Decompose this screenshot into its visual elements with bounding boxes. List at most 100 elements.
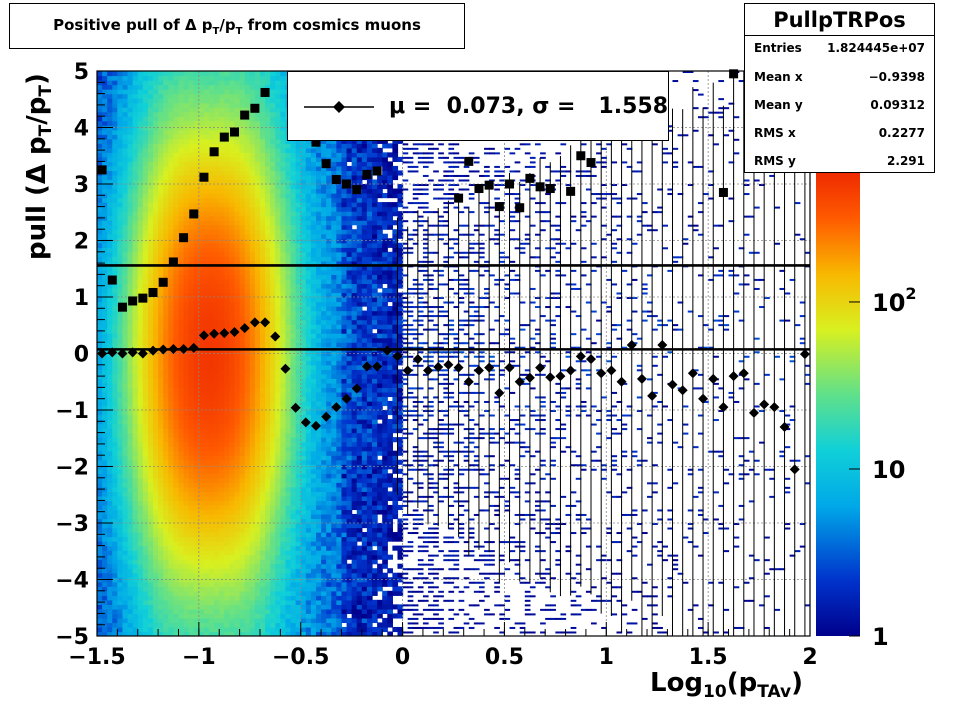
heatmap-cell bbox=[183, 360, 190, 366]
heatmap-cell bbox=[127, 532, 134, 538]
heatmap-cell bbox=[132, 563, 139, 569]
heatmap-cell bbox=[270, 129, 276, 135]
heatmap-cell bbox=[142, 626, 149, 633]
heatmap-cell bbox=[209, 482, 215, 488]
heatmap-cell bbox=[142, 432, 149, 438]
heatmap-cell bbox=[127, 265, 134, 271]
heatmap-cell bbox=[168, 278, 174, 285]
heatmap-cell bbox=[173, 504, 180, 511]
heatmap-cell bbox=[107, 242, 113, 248]
heatmap-cell bbox=[254, 568, 261, 574]
heatmap-cell bbox=[117, 84, 124, 90]
heatmap-cell bbox=[102, 84, 108, 90]
heatmap-cell bbox=[193, 626, 200, 633]
heatmap-cell bbox=[270, 382, 276, 388]
heatmap-cell bbox=[168, 333, 174, 339]
heatmap-cell bbox=[173, 441, 180, 447]
heatmap-cell bbox=[132, 102, 139, 108]
heatmap-cell bbox=[127, 550, 134, 556]
heatmap-cell bbox=[107, 364, 113, 370]
heatmap-cell bbox=[107, 93, 113, 99]
heatmap-cell bbox=[209, 423, 215, 429]
heatmap-cell bbox=[142, 581, 149, 587]
heatmap-cell bbox=[173, 251, 180, 257]
heatmap-cell bbox=[249, 541, 256, 547]
heatmap-cell bbox=[198, 626, 205, 633]
heatmap-cell bbox=[265, 428, 271, 434]
heatmap-cell bbox=[132, 373, 139, 379]
heatmap-cell bbox=[249, 568, 256, 574]
heatmap-cell bbox=[259, 156, 266, 162]
heatmap-cell bbox=[122, 75, 129, 81]
heatmap-cell bbox=[265, 518, 271, 524]
heatmap-cell bbox=[178, 523, 185, 529]
heatmap-cell bbox=[249, 545, 256, 551]
heatmap-cell bbox=[280, 152, 287, 158]
heatmap-cell bbox=[153, 382, 159, 388]
heatmap-cell bbox=[117, 229, 124, 235]
heatmap-cell bbox=[137, 626, 144, 633]
heatmap-cell bbox=[214, 107, 220, 113]
heatmap-cell bbox=[229, 387, 236, 393]
heatmap-cell bbox=[209, 156, 215, 162]
heatmap-cell bbox=[290, 550, 297, 556]
heatmap-cell bbox=[244, 265, 251, 271]
heatmap-cell bbox=[107, 102, 113, 108]
heatmap-cell bbox=[209, 202, 215, 208]
heatmap-cell bbox=[102, 116, 108, 122]
heatmap-cell bbox=[112, 84, 118, 90]
heatmap-cell bbox=[224, 509, 231, 515]
heatmap-cell bbox=[219, 188, 225, 194]
heatmap-cell bbox=[265, 364, 271, 370]
heatmap-cell bbox=[127, 554, 134, 560]
heatmap-cell bbox=[112, 437, 118, 443]
heatmap-cell bbox=[193, 129, 200, 135]
heatmap-cell bbox=[173, 500, 180, 506]
heatmap-cell bbox=[224, 333, 231, 339]
heatmap-cell bbox=[107, 297, 113, 303]
heatmap-cell bbox=[188, 464, 195, 470]
heatmap-cell bbox=[127, 590, 134, 596]
heatmap-cell bbox=[132, 84, 139, 90]
heatmap-cell bbox=[259, 437, 266, 443]
heatmap-cell bbox=[214, 265, 220, 271]
heatmap-cell bbox=[153, 617, 159, 624]
heatmap-cell bbox=[183, 274, 190, 280]
heatmap-cell bbox=[209, 572, 215, 578]
heatmap-cell bbox=[209, 405, 215, 411]
heatmap-cell bbox=[295, 188, 302, 194]
heatmap-cell bbox=[214, 495, 220, 501]
heatmap-cell bbox=[193, 125, 200, 131]
heatmap-cell bbox=[122, 554, 129, 560]
heatmap-cell bbox=[229, 193, 236, 199]
heatmap-cell bbox=[249, 129, 256, 135]
heatmap-cell bbox=[265, 301, 271, 307]
heatmap-cell bbox=[209, 369, 215, 375]
heatmap-cell bbox=[163, 301, 169, 307]
heatmap-cell bbox=[203, 71, 210, 77]
heatmap-cell bbox=[188, 306, 195, 312]
heatmap-cell bbox=[193, 156, 200, 162]
heatmap-cell bbox=[147, 134, 154, 140]
heatmap-cell bbox=[224, 455, 231, 461]
heatmap-cell bbox=[168, 120, 174, 126]
heatmap-cell bbox=[117, 116, 124, 122]
heatmap-cell bbox=[127, 410, 134, 416]
heatmap-cell bbox=[259, 396, 266, 402]
heatmap-cell bbox=[107, 491, 113, 497]
heatmap-cell bbox=[295, 269, 302, 275]
heatmap-cell bbox=[153, 238, 159, 244]
heatmap-cell bbox=[137, 631, 144, 636]
heatmap-cell bbox=[173, 147, 180, 153]
heatmap-cell bbox=[117, 464, 124, 470]
heatmap-cell bbox=[198, 518, 205, 524]
heatmap-cell bbox=[219, 292, 225, 298]
heatmap-cell bbox=[295, 337, 302, 343]
heatmap-cell bbox=[270, 550, 276, 556]
heatmap-cell bbox=[214, 400, 220, 407]
heatmap-cell bbox=[112, 211, 118, 217]
heatmap-cell bbox=[275, 414, 281, 420]
heatmap-cell bbox=[214, 202, 220, 208]
heatmap-cell bbox=[132, 129, 139, 135]
